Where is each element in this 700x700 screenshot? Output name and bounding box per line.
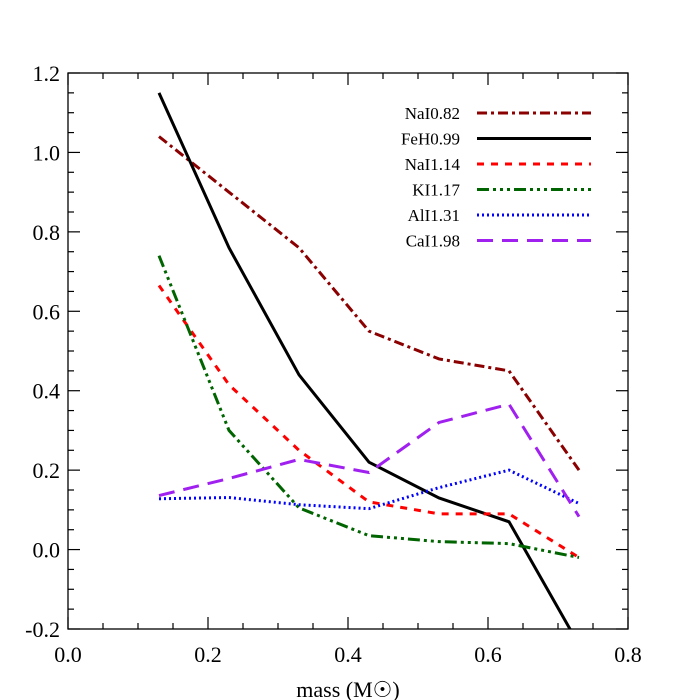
y-tick-label: 1.0 [33, 140, 61, 165]
legend-label: AlI1.31 [408, 206, 460, 225]
plot-frame [67, 72, 629, 630]
series-line-NaI0.82 [158, 135, 581, 472]
x-tick-label: 0.6 [474, 642, 502, 667]
x-tick-label: 0.0 [54, 642, 82, 667]
y-tick-label: 0.0 [33, 538, 61, 563]
y-tick-label: 0.6 [33, 299, 61, 324]
y-tick-label: 1.2 [33, 61, 61, 86]
x-tick-label: 0.8 [614, 642, 642, 667]
x-tick-label: 0.2 [194, 642, 222, 667]
legend-label: NaI0.82 [405, 104, 460, 123]
legend-label: KI1.17 [412, 181, 460, 200]
y-tick-label: 0.2 [33, 458, 61, 483]
y-tick-label: 0.4 [33, 379, 61, 404]
series-line-NaI1.14 [157, 284, 580, 559]
legend-label: CaI1.98 [406, 232, 460, 251]
y-tick-label: 0.8 [33, 220, 61, 245]
x-tick-label: 0.4 [334, 642, 362, 667]
y-tick-label: -0.2 [25, 617, 60, 642]
series-line-KI1.17 [157, 255, 580, 559]
series-line-CaI1.98 [158, 402, 581, 518]
legend-label: FeH0.99 [401, 130, 460, 149]
legend-label: NaI1.14 [405, 155, 461, 174]
series-line-FeH0.99 [157, 92, 572, 629]
series-line-AlI1.31 [158, 468, 580, 511]
x-axis-label: mass (M☉) [296, 677, 399, 700]
